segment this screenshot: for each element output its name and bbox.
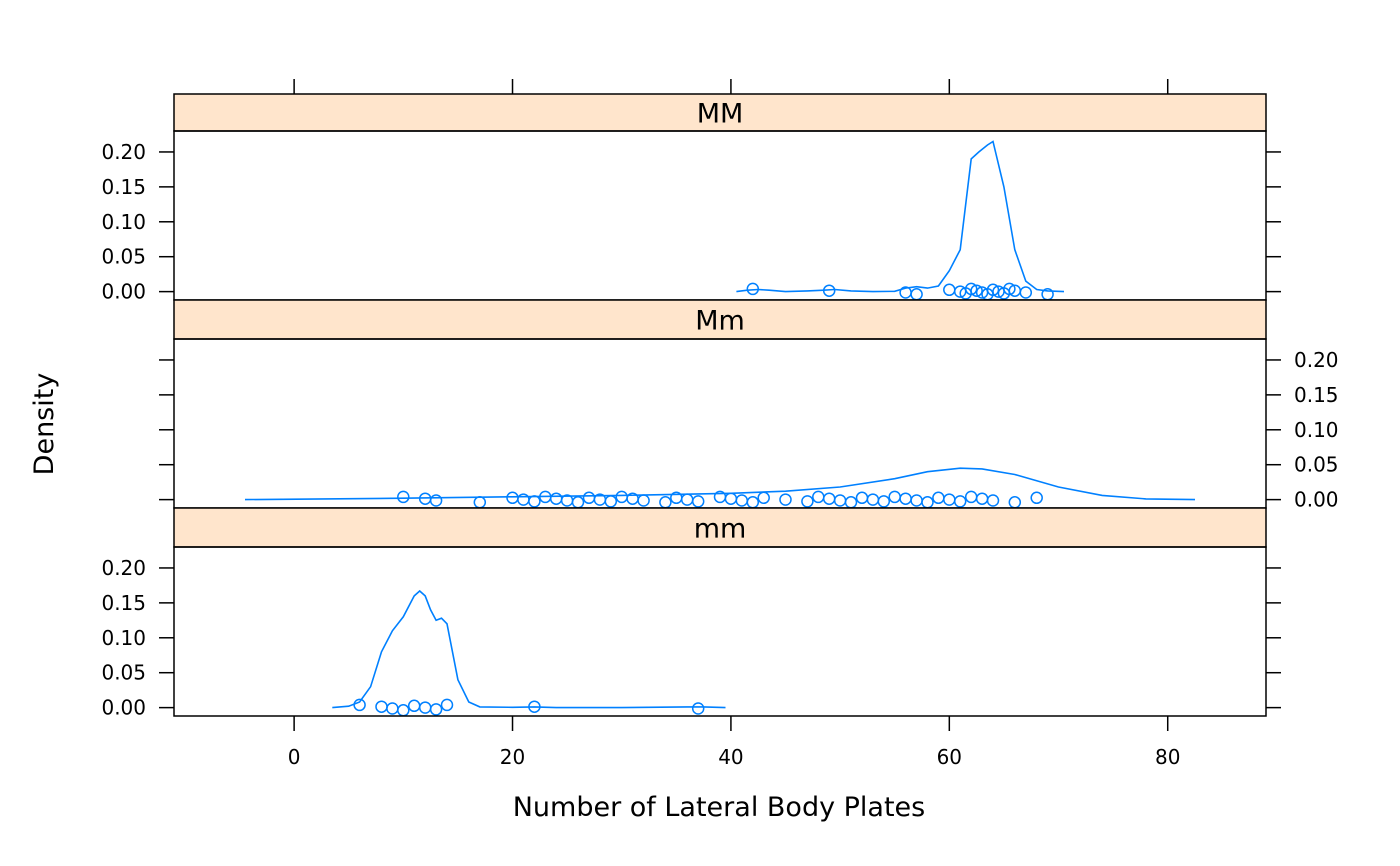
data-point — [975, 492, 989, 505]
y-tick-label: 0.00 — [101, 280, 146, 304]
y-tick-label: 0.05 — [101, 245, 146, 269]
data-point — [528, 495, 541, 508]
data-point — [943, 493, 956, 506]
data-point — [833, 494, 847, 507]
y-tick-label: 0.05 — [101, 661, 146, 685]
y-tick-label: 0.15 — [101, 591, 146, 615]
data-point — [801, 495, 814, 508]
y-tick-label: 0.20 — [101, 140, 146, 164]
data-point — [964, 490, 978, 504]
data-point — [1030, 491, 1043, 505]
strip-label-mm: mm — [694, 514, 747, 545]
data-point — [571, 496, 585, 509]
data-point — [517, 493, 530, 506]
data-point — [353, 698, 366, 712]
data-point — [899, 492, 912, 505]
data-point — [386, 702, 399, 715]
panel-frame-mm — [173, 546, 1267, 717]
y-tick-label: 0.20 — [1294, 348, 1339, 372]
data-point — [691, 702, 705, 715]
data-point — [680, 493, 694, 506]
data-point — [506, 491, 519, 505]
data-point — [375, 700, 388, 713]
panel-MM: MM 0.00 0.05 0.10 0.15 0.20 — [101, 79, 1281, 304]
x-tick-label: 80 — [1155, 745, 1180, 769]
data-point — [724, 492, 738, 505]
data-point — [866, 493, 880, 506]
data-point — [746, 282, 760, 296]
y-tick-label: 0.15 — [1294, 383, 1339, 407]
data-point — [822, 284, 836, 297]
data-point — [1003, 282, 1016, 296]
data-point — [877, 495, 891, 508]
data-point — [418, 701, 432, 714]
data-point — [953, 495, 967, 508]
data-point — [844, 496, 858, 509]
strip-mm — [173, 507, 1267, 548]
panel-Mm: Mm 0.00 0.05 0.10 0.15 0.20 — [159, 299, 1339, 512]
data-point — [746, 496, 760, 509]
density-curve-Mm — [244, 467, 1196, 501]
strip-Mm — [173, 299, 1267, 340]
x-axis-title: Number of Lateral Body Plates — [513, 792, 926, 823]
data-point — [779, 493, 792, 506]
data-point — [429, 494, 443, 507]
data-point — [691, 495, 705, 508]
data-point — [812, 490, 825, 504]
data-point — [397, 704, 410, 717]
panel-frame-MM — [173, 130, 1267, 301]
data-point — [615, 490, 628, 504]
data-point — [659, 496, 672, 509]
data-point — [582, 491, 596, 505]
data-point — [549, 492, 563, 505]
data-point — [888, 490, 901, 504]
strip-label-Mm: Mm — [695, 306, 745, 337]
data-point — [397, 490, 410, 504]
data-point — [473, 496, 487, 509]
density-curve-mm — [332, 589, 726, 709]
strip-label-MM: MM — [697, 99, 744, 130]
y-tick-label: 0.10 — [1294, 418, 1339, 442]
y-tick-label: 0.05 — [1294, 453, 1339, 477]
y-axis-title: Density — [29, 373, 60, 476]
y-tick-label: 0.20 — [101, 556, 146, 580]
data-point — [932, 491, 945, 505]
data-point — [855, 491, 869, 505]
data-point — [429, 703, 443, 716]
data-point — [528, 700, 541, 713]
y-tick-label: 0.15 — [101, 175, 146, 199]
x-tick-label: 0 — [288, 745, 301, 769]
y-tick-label: 0.00 — [1294, 488, 1339, 512]
data-point — [735, 494, 749, 507]
data-point — [604, 495, 618, 508]
panel-frame-Mm — [173, 338, 1267, 509]
data-point — [1008, 496, 1022, 509]
data-point — [637, 494, 650, 507]
data-point — [970, 284, 983, 297]
data-point — [440, 698, 454, 712]
density-curve-MM — [736, 140, 1065, 293]
data-point — [757, 491, 770, 505]
x-tick-label: 40 — [718, 745, 743, 769]
data-point — [407, 699, 421, 713]
data-point — [943, 283, 956, 297]
data-point — [921, 496, 934, 509]
strip-MM — [173, 93, 1267, 132]
data-point — [822, 492, 836, 505]
panel-mm: mm 0.00 0.05 0.10 0.15 0.20 0 20 40 60 80 — [101, 507, 1281, 769]
y-tick-label: 0.10 — [101, 210, 146, 234]
data-point — [986, 494, 1000, 507]
data-point — [1019, 286, 1033, 299]
data-point — [910, 288, 923, 301]
y-tick-label: 0.10 — [101, 626, 146, 650]
data-point — [910, 494, 923, 507]
data-point — [964, 282, 978, 296]
data-point — [986, 283, 1000, 297]
x-tick-label: 20 — [500, 745, 525, 769]
y-tick-label: 0.00 — [101, 696, 146, 720]
x-tick-label: 60 — [937, 745, 962, 769]
